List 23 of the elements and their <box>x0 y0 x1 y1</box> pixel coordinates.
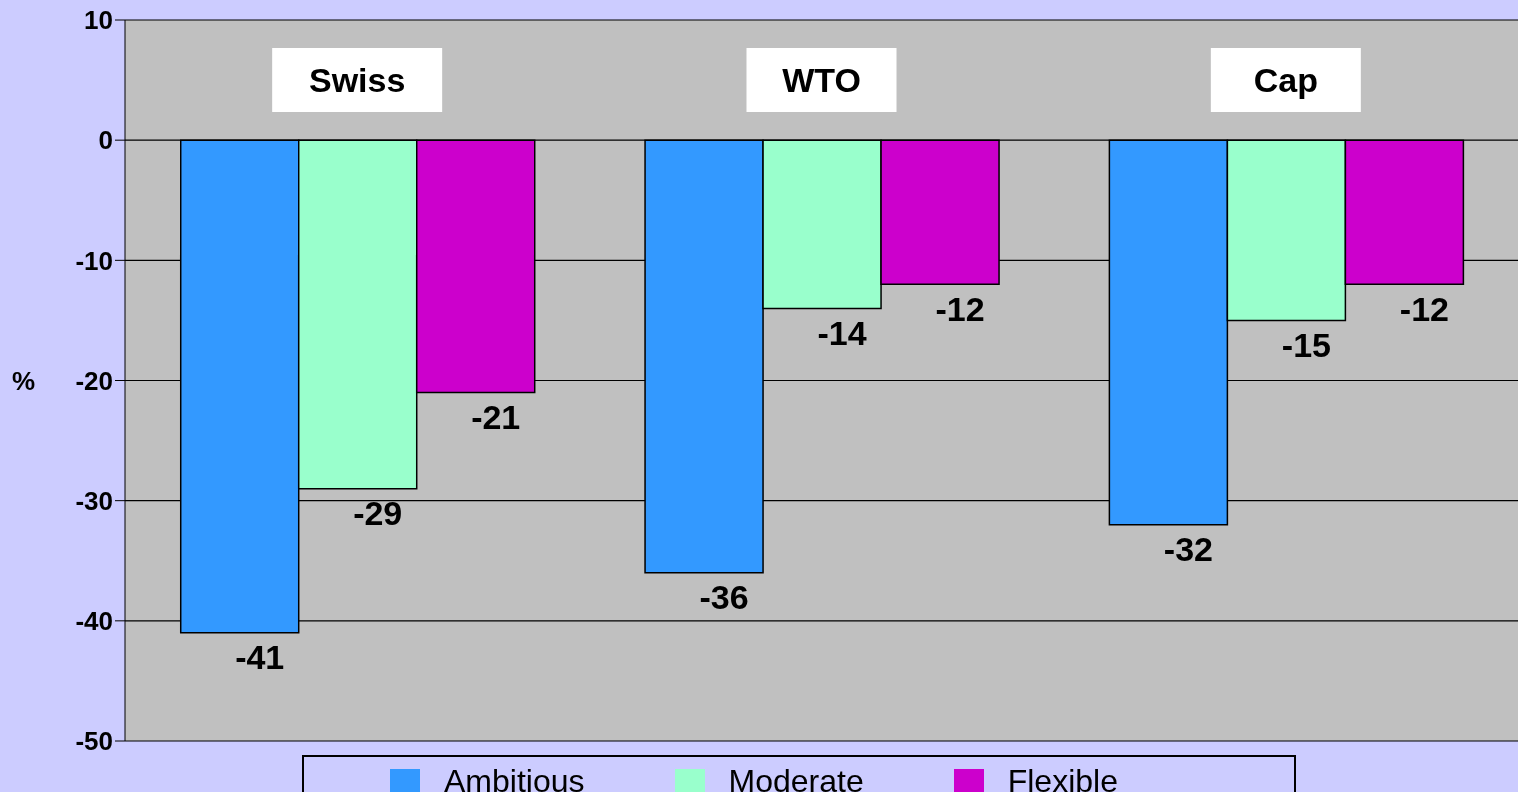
data-label: -14 <box>817 313 867 352</box>
data-label: -36 <box>699 577 749 616</box>
x-tick-label: WTO <box>782 61 861 99</box>
y-tick-label: -10 <box>75 245 113 276</box>
x-tick-label: Swiss <box>308 61 406 99</box>
legend-label: Moderate <box>728 763 864 792</box>
legend-label: Ambitious <box>444 763 585 792</box>
data-label: -32 <box>1163 529 1213 568</box>
y-axis-title: % <box>12 365 36 396</box>
y-tick-label: -30 <box>75 485 113 516</box>
data-label: -15 <box>1281 325 1331 364</box>
legend-label: Flexible <box>1007 763 1118 792</box>
y-tick-label: 0 <box>98 125 113 156</box>
x-tick-label: Cap <box>1253 61 1318 99</box>
data-label: -21 <box>471 397 521 436</box>
y-tick-label: -40 <box>75 606 113 637</box>
y-tick-label: 10 <box>84 5 113 36</box>
y-tick-label: -20 <box>75 365 113 396</box>
data-label: -41 <box>235 637 285 676</box>
data-label: -12 <box>935 289 985 328</box>
data-label: -12 <box>1399 289 1449 328</box>
y-tick-label: -50 <box>75 726 113 757</box>
data-label: -29 <box>353 493 403 532</box>
